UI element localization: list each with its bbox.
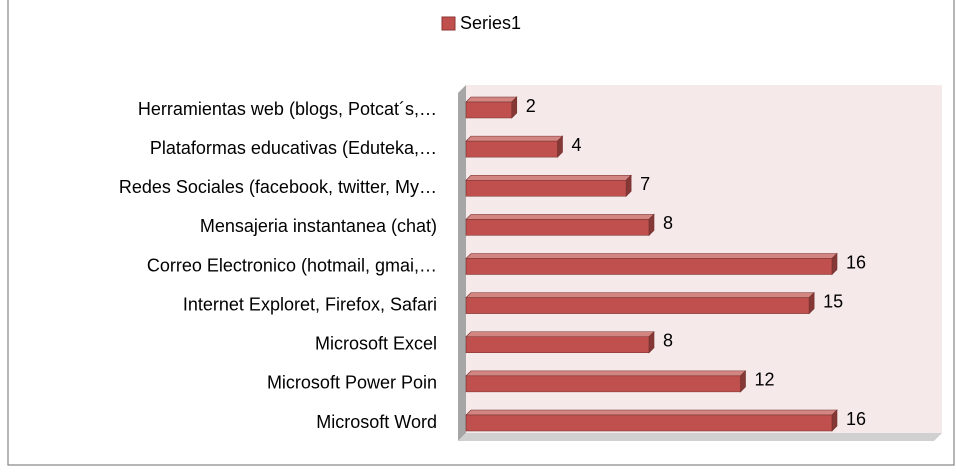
bar-front <box>465 179 627 197</box>
bar-front <box>465 336 650 354</box>
bar-front <box>465 414 833 432</box>
bar-top <box>465 214 655 220</box>
bar-front <box>465 140 558 158</box>
value-label: 15 <box>823 291 843 311</box>
value-label: 4 <box>572 135 582 155</box>
category-label: Correo Electronico (hotmail, gmai,… <box>147 255 437 275</box>
value-label: 16 <box>846 409 866 429</box>
side-wall <box>458 85 466 441</box>
bar-front <box>465 297 810 314</box>
category-label: Internet Exploret, Firefox, Safari <box>183 294 437 314</box>
category-label: Mensajeria instantanea (chat) <box>200 216 437 236</box>
value-label: 7 <box>640 174 650 194</box>
floor <box>458 433 942 441</box>
category-label: Microsoft Excel <box>315 334 437 354</box>
bar <box>465 291 815 315</box>
legend-swatch <box>441 16 456 31</box>
value-label: 8 <box>663 331 673 351</box>
bar <box>465 174 632 197</box>
bar-top <box>465 292 815 298</box>
legend: Series1 <box>441 13 521 33</box>
category-label: Microsoft Power Poin <box>267 373 437 393</box>
bar-top <box>465 331 655 338</box>
legend-label: Series1 <box>460 13 521 33</box>
bar <box>465 135 564 158</box>
bar-top <box>465 409 838 416</box>
bar-front <box>465 101 513 119</box>
bar <box>465 331 655 354</box>
bar <box>465 370 747 393</box>
category-label: Microsoft Word <box>316 412 437 432</box>
bar-front <box>465 258 833 275</box>
value-label: 16 <box>846 252 866 272</box>
category-label: Plataformas educativas (Eduteka,… <box>150 138 437 158</box>
bar-top <box>465 135 564 142</box>
bar-top <box>465 96 518 103</box>
category-label: Herramientas web (blogs, Potcat´s,… <box>138 99 437 119</box>
bar-top <box>465 174 632 181</box>
bar-front <box>465 375 741 393</box>
value-label: 12 <box>755 370 775 390</box>
value-label: 2 <box>526 96 536 116</box>
category-label: Redes Sociales (facebook, twitter, My… <box>119 177 437 197</box>
bar-front <box>465 219 650 236</box>
bar-top <box>465 370 747 377</box>
bar <box>465 213 655 237</box>
bar-top <box>465 253 838 259</box>
bar <box>465 252 838 276</box>
bar <box>465 409 838 432</box>
value-label: 8 <box>663 213 673 233</box>
bar <box>465 96 518 119</box>
